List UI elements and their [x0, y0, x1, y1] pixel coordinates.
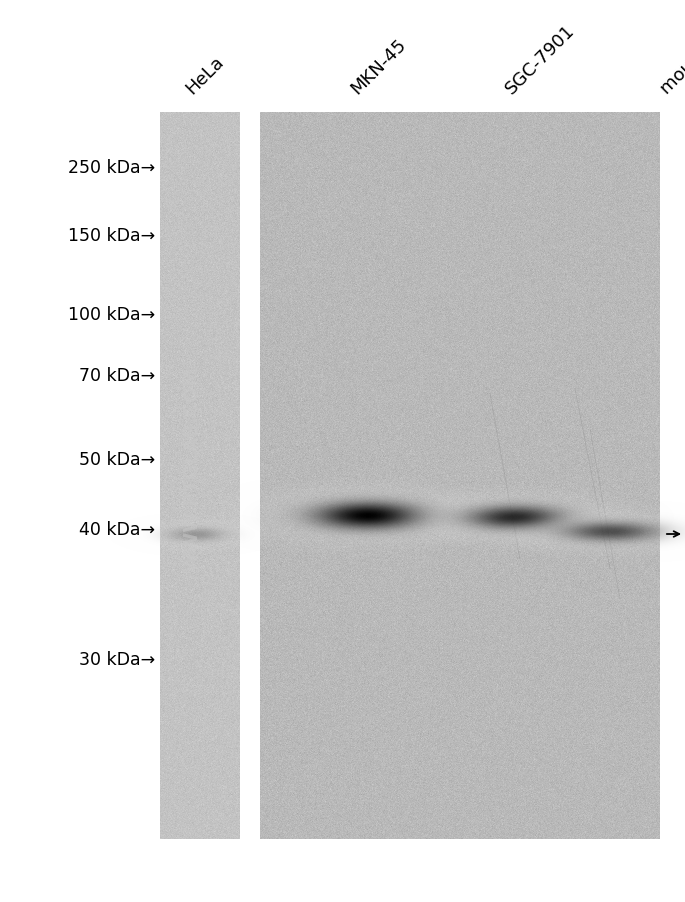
Text: SGC-7901: SGC-7901 — [502, 22, 579, 98]
Text: 40 kDa→: 40 kDa→ — [79, 520, 155, 538]
Text: mouse brain: mouse brain — [658, 5, 685, 98]
Text: 30 kDa→: 30 kDa→ — [79, 650, 155, 668]
Text: 70 kDa→: 70 kDa→ — [79, 366, 155, 384]
Text: HeLa: HeLa — [182, 53, 227, 98]
Text: 150 kDa→: 150 kDa→ — [68, 226, 155, 244]
Bar — [240, 113, 260, 839]
Text: WWW.PTGLAB.COM: WWW.PTGLAB.COM — [182, 366, 201, 572]
Text: 100 kDa→: 100 kDa→ — [68, 306, 155, 324]
Text: 50 kDa→: 50 kDa→ — [79, 450, 155, 468]
Text: MKN-45: MKN-45 — [347, 35, 410, 98]
Text: 250 kDa→: 250 kDa→ — [68, 159, 155, 177]
